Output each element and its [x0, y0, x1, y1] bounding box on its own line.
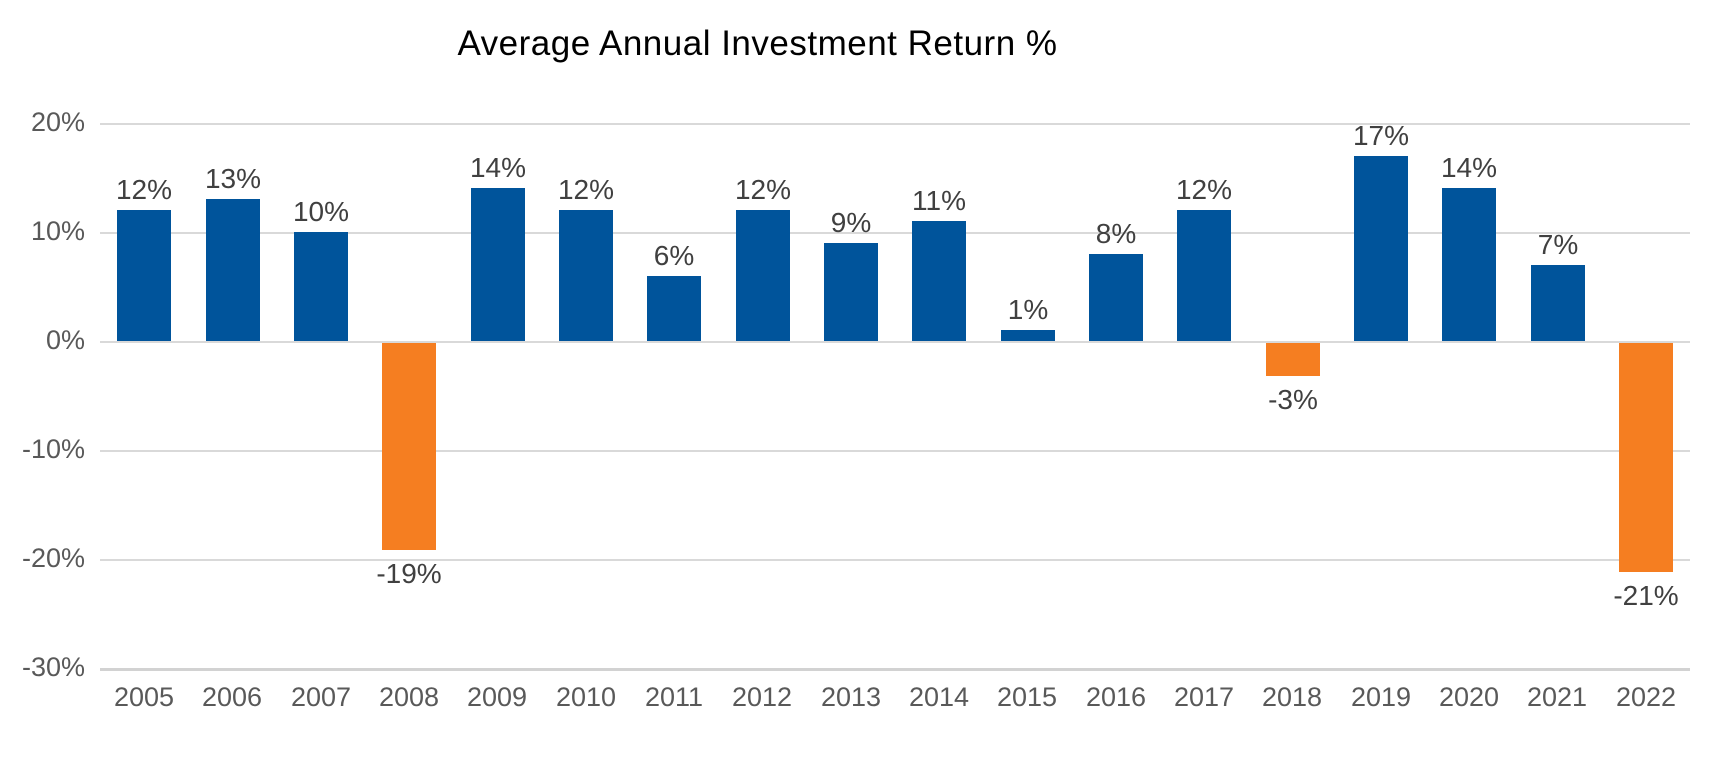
x-axis-tick-label: 2006 — [201, 682, 263, 712]
y-axis-tick-label: -10% — [21, 434, 85, 464]
bar-2013 — [824, 243, 878, 341]
bar-value-label: 17% — [1352, 120, 1410, 151]
x-axis-tick-label: 2016 — [1085, 682, 1147, 712]
bar-value-label: 7% — [1537, 229, 1579, 260]
y-axis-tick-label: 10% — [30, 216, 85, 246]
y-axis-tick-label: -30% — [21, 652, 85, 682]
chart-title: Average Annual Investment Return % — [457, 24, 1058, 63]
bar-2020 — [1442, 188, 1496, 341]
bar-value-label: -3% — [1268, 384, 1318, 415]
x-axis-tick-label: 2009 — [466, 682, 528, 712]
bar-2010 — [559, 210, 613, 341]
bar-value-label: 12% — [1175, 174, 1233, 205]
bar-2009 — [471, 188, 525, 341]
bar-2007 — [294, 232, 348, 341]
bar-value-label: 6% — [653, 240, 695, 271]
x-axis-tick-label: 2005 — [113, 682, 175, 712]
gridline — [100, 232, 1690, 234]
x-axis-tick-label: 2020 — [1438, 682, 1500, 712]
gridline — [100, 450, 1690, 452]
x-axis-tick-label: 2019 — [1350, 682, 1412, 712]
x-axis-tick-label: 2013 — [820, 682, 882, 712]
bar-value-label: 8% — [1095, 218, 1137, 249]
x-axis-tick-label: 2017 — [1173, 682, 1235, 712]
y-axis-tick-label: 20% — [30, 107, 85, 137]
bar-value-label: 9% — [830, 207, 872, 238]
x-axis-tick-label: 2010 — [555, 682, 617, 712]
bar-value-label: 1% — [1007, 294, 1049, 325]
bar-2012 — [736, 210, 790, 341]
bar-2014 — [912, 221, 966, 341]
bar-value-label: 10% — [292, 196, 350, 227]
x-axis-tick-label: 2022 — [1615, 682, 1677, 712]
bar-value-label: 14% — [469, 152, 527, 183]
x-axis-tick-label: 2012 — [731, 682, 793, 712]
bar-2006 — [206, 199, 260, 341]
gridline — [100, 559, 1690, 561]
x-axis-tick-label: 2011 — [644, 682, 704, 712]
bar-2005 — [117, 210, 171, 341]
x-axis-tick-label: 2007 — [290, 682, 352, 712]
x-axis-tick-label: 2014 — [908, 682, 970, 712]
x-axis-tick-label: 2015 — [996, 682, 1058, 712]
bar-2021 — [1531, 265, 1585, 341]
bar-value-label: 14% — [1440, 152, 1498, 183]
bar-value-label: 11% — [912, 185, 966, 216]
bar-value-label: 13% — [204, 163, 262, 194]
bar-value-label: 12% — [734, 174, 792, 205]
bar-2018 — [1266, 343, 1320, 376]
y-axis-tick-label: -20% — [21, 543, 85, 573]
bar-2011 — [647, 276, 701, 341]
bar-2019 — [1354, 156, 1408, 341]
x-axis-tick-label: 2008 — [378, 682, 440, 712]
x-axis-tick-label: 2021 — [1526, 682, 1588, 712]
bar-2015 — [1001, 330, 1055, 341]
bar-2008 — [382, 343, 436, 550]
gridline — [100, 123, 1690, 125]
bar-value-label: 12% — [115, 174, 173, 205]
bar-2022 — [1619, 343, 1673, 572]
bar-value-label: -19% — [376, 558, 442, 589]
x-axis-tick-label: 2018 — [1261, 682, 1323, 712]
bar-value-label: -21% — [1613, 580, 1679, 611]
gridline — [100, 341, 1690, 343]
y-axis-tick-label: 0% — [45, 325, 85, 355]
bar-2016 — [1089, 254, 1143, 341]
x-axis-line — [100, 668, 1690, 671]
bar-2017 — [1177, 210, 1231, 341]
bar-value-label: 12% — [557, 174, 615, 205]
